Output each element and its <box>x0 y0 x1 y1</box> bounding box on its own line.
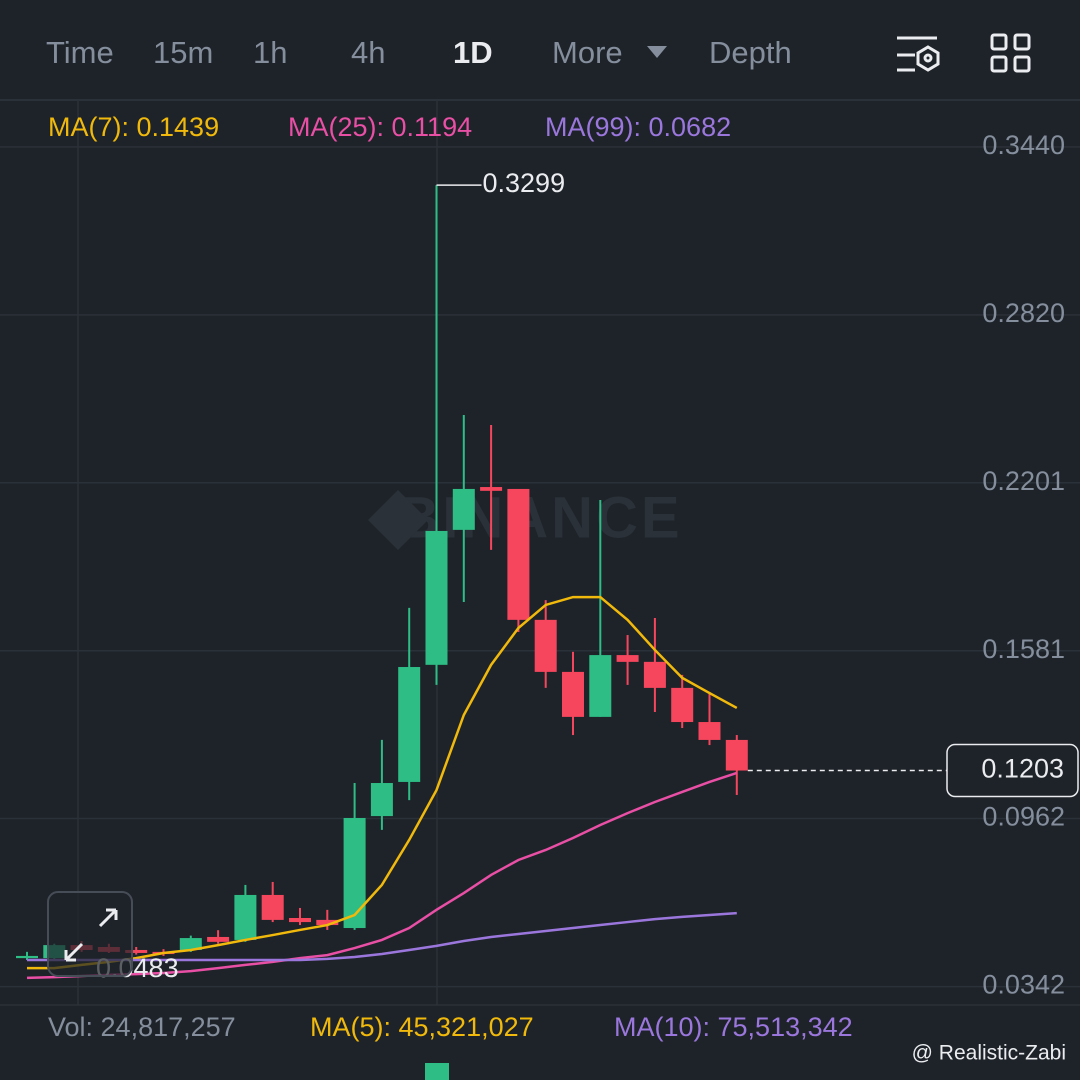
y-tick-label: 0.0342 <box>982 970 1065 1000</box>
candle-body <box>616 655 639 662</box>
candle-body <box>725 739 748 771</box>
candle-body <box>16 955 38 959</box>
tab[interactable]: Time <box>46 35 114 70</box>
ma-line <box>27 911 737 962</box>
candle-body <box>343 817 366 929</box>
expand-button[interactable] <box>47 891 133 977</box>
volume-ma10: MA(10): 75,513,342 <box>614 1012 853 1042</box>
volume-ma5: MA(5): 45,321,027 <box>310 1012 534 1042</box>
y-tick-label: 0.2201 <box>982 466 1065 496</box>
candle-body <box>480 487 503 491</box>
tab[interactable]: 1h <box>253 35 287 70</box>
legend-entry: MA(7): 0.1439 <box>48 112 219 142</box>
candle-body <box>179 938 202 950</box>
dropdown-arrow <box>647 46 667 58</box>
y-tick-label: 0.1581 <box>982 634 1065 664</box>
candle-body <box>234 894 257 940</box>
ma-line <box>26 771 738 980</box>
volume-label: Vol: 24,817,257 <box>48 1012 236 1042</box>
last-price-label: 0.1203 <box>981 754 1064 784</box>
tab[interactable]: Depth <box>709 35 792 70</box>
candle-body <box>316 919 339 926</box>
candle-body <box>589 655 612 717</box>
candle-body <box>207 936 230 942</box>
tab[interactable]: More <box>552 35 623 70</box>
candle-body <box>398 667 421 782</box>
tab[interactable]: 15m <box>153 35 213 70</box>
candle-body <box>562 671 584 717</box>
last-price-tag <box>946 743 1079 798</box>
candle-body <box>507 488 530 620</box>
legend-entry: MA(99): 0.0682 <box>545 112 731 142</box>
candle-body <box>370 783 393 817</box>
candle-body <box>125 949 148 953</box>
candle-body <box>534 619 557 672</box>
tab[interactable]: 1D <box>453 35 493 70</box>
volume-bar <box>425 1063 449 1080</box>
ma-line <box>27 595 738 970</box>
y-tick-label: 0.2820 <box>982 298 1065 328</box>
candle-body <box>289 917 311 923</box>
candle-body <box>261 894 284 920</box>
toolbar: Time 15m 1h 4h 1D More Depth <box>46 35 792 70</box>
candle-body <box>452 488 475 530</box>
candle-body <box>425 530 448 665</box>
settings-icon[interactable] <box>897 36 940 72</box>
legend-entry: MA(25): 0.1194 <box>288 112 472 142</box>
y-tick-label: 0.3440 <box>982 130 1065 160</box>
credit: @ Realistic-Zabi <box>912 1042 1066 1065</box>
tab[interactable]: 4h <box>351 35 385 70</box>
watermark-logo <box>368 490 428 550</box>
candle-body <box>671 687 694 723</box>
candle-body <box>698 722 721 740</box>
y-tick-label: 0.0962 <box>982 802 1065 832</box>
high-label: 0.3299 <box>483 168 566 198</box>
layout-icon[interactable] <box>990 33 1031 73</box>
candle-body <box>643 661 666 688</box>
